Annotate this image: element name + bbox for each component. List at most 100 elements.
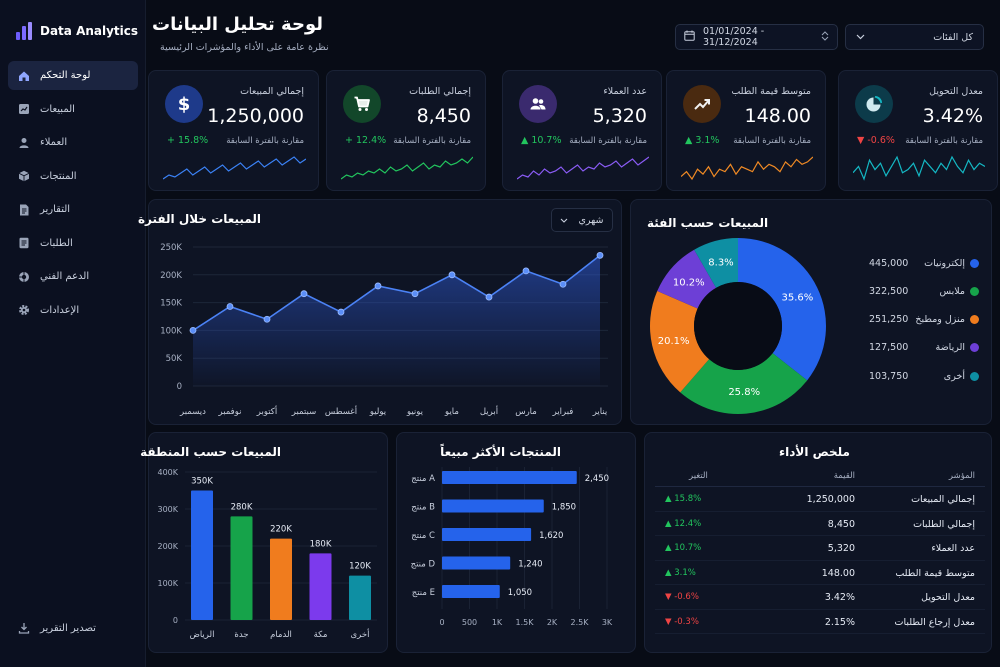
y-tick-label: 0 <box>173 616 178 625</box>
bar-value-label: 120K <box>349 562 371 572</box>
x-tick-label: جدة <box>234 630 248 640</box>
users-icon <box>519 85 557 123</box>
chevron-down-icon <box>856 32 865 43</box>
pie-slice[interactable] <box>680 353 808 414</box>
bar[interactable] <box>230 516 253 620</box>
x-tick-label: 2.5K <box>571 618 590 627</box>
pie-slice[interactable] <box>738 238 826 381</box>
data-point[interactable] <box>189 326 197 334</box>
legend-label: منزل ومطبخ <box>915 314 965 326</box>
bar-value-label: 1,620 <box>539 531 563 541</box>
category-filter-value: كل الفئات <box>933 31 973 43</box>
data-point[interactable] <box>337 308 345 316</box>
data-point[interactable] <box>411 290 419 298</box>
table-row[interactable]: معدل التحويل 3.42% ▼ -0.6% <box>655 585 985 610</box>
legend-value: 251,250 <box>869 314 909 326</box>
data-point[interactable] <box>448 271 456 279</box>
change-cell: ▲ 10.7% <box>665 543 702 553</box>
kpi-label: عدد العملاء <box>603 86 647 97</box>
bar[interactable] <box>442 528 532 541</box>
date-range-value: 01/01/2024 - 31/12/2024 <box>703 26 765 48</box>
bar-value-label: 280K <box>231 502 253 512</box>
kpi-value: 8,450 <box>416 105 471 127</box>
legend-item[interactable]: 127,500 الرياضة <box>869 340 979 356</box>
list-icon <box>18 237 30 249</box>
sidebar-item-support[interactable]: الدعم الفني <box>8 262 138 291</box>
region-bar-chart: 0 100K 200K 300K 400K 350K الرياض 280K جدة 220K ال… <box>157 468 377 640</box>
value-cell-text: 148.00 <box>821 567 855 579</box>
x-tick-label: ديسمبر <box>179 407 206 417</box>
data-point[interactable] <box>374 282 382 290</box>
legend-item[interactable]: 103,750 أخرى <box>869 368 979 384</box>
support-icon <box>18 271 30 283</box>
kpi-card-orders: إجمالي الطلبات 8,450 + 12.4% مقارنة بالف… <box>326 70 486 191</box>
table-row[interactable]: إجمالي المبيعات 1,250,000 ▲ 15.8% <box>655 487 985 512</box>
download-icon <box>18 622 30 634</box>
period-select[interactable]: شهري <box>551 208 613 232</box>
pie-slice[interactable] <box>694 238 738 288</box>
sidebar-item-reports[interactable]: التقارير <box>8 195 138 224</box>
sidebar-item-settings[interactable]: الإعدادات <box>8 296 138 325</box>
sidebar-item-dashboard[interactable]: لوحة التحكم <box>8 61 138 90</box>
bar[interactable] <box>442 499 544 513</box>
legend-value: 445,000 <box>869 257 909 269</box>
kpi-change: ▼ -0.6% <box>857 135 895 146</box>
sidebar-item-sales[interactable]: المبيعات <box>8 95 138 124</box>
pie-percent-label: 8.3% <box>708 258 733 269</box>
sparkline-path <box>341 156 473 180</box>
legend-item[interactable]: 322,500 ملابس <box>869 283 979 299</box>
data-point[interactable] <box>485 293 493 301</box>
y-tick-label: 50K <box>166 354 183 364</box>
sidebar-item-products[interactable]: المنتجات <box>8 162 138 191</box>
brand[interactable]: Data Analytics <box>16 22 138 40</box>
sidebar-item-label: الإعدادات <box>40 304 80 316</box>
data-point[interactable] <box>226 303 234 310</box>
change-cell: ▼ -0.6% <box>665 592 699 602</box>
kpi-compare: مقارنة بالفترة السابقة <box>733 136 811 146</box>
performance-summary-title: ملخص الأداء <box>779 445 850 459</box>
legend-value: 322,500 <box>869 285 909 297</box>
table-row[interactable]: إجمالي الطلبات 8,450 ▲ 12.4% <box>655 512 985 536</box>
legend-label: الرياضة <box>935 342 965 354</box>
data-point[interactable] <box>559 280 567 288</box>
value-cell-text: 1,250,000 <box>806 494 855 505</box>
change-cell: ▲ 3.1% <box>665 567 696 578</box>
export-report-button[interactable]: تصدير التقرير <box>18 622 96 634</box>
table-row[interactable]: معدل إرجاع الطلبات 2.15% ▼ -0.3% <box>655 610 985 634</box>
data-point[interactable] <box>596 251 604 259</box>
bar[interactable] <box>309 553 332 620</box>
data-point[interactable] <box>263 315 271 323</box>
header-value-text: القيمة <box>833 471 855 481</box>
category-filter-select[interactable]: كل الفئات <box>845 24 984 50</box>
x-tick-label: أغسطس <box>325 405 357 417</box>
legend-swatch <box>970 343 979 353</box>
bar-value-label: 2,450 <box>585 474 609 484</box>
table-row[interactable]: عدد العملاء 5,320 ▲ 10.7% <box>655 536 985 561</box>
top-products-title: المنتجات الأكثر مبيعاً <box>440 445 561 459</box>
legend-swatch <box>970 371 979 381</box>
data-point[interactable] <box>522 267 530 275</box>
pie-slice[interactable] <box>650 291 710 393</box>
bar[interactable] <box>191 490 213 621</box>
date-range-picker[interactable]: 01/01/2024 - 31/12/2024 <box>675 24 838 50</box>
y-tick-label: 400K <box>157 468 178 477</box>
sidebar-item-customers[interactable]: العملاء <box>8 128 138 157</box>
value-cell-text: 5,320 <box>827 543 855 554</box>
user-icon <box>18 137 30 149</box>
pie-slice[interactable] <box>657 249 717 309</box>
table-row[interactable]: متوسط قيمة الطلب 148.00 ▲ 3.1% <box>655 561 985 585</box>
bar[interactable] <box>442 556 511 570</box>
bar[interactable] <box>349 575 371 620</box>
line-series <box>192 254 601 332</box>
bar[interactable] <box>442 585 500 598</box>
legend-item[interactable]: 445,000 إلكترونيات <box>869 255 979 271</box>
bar[interactable] <box>270 538 292 620</box>
sidebar-item-orders[interactable]: الطلبات <box>8 229 138 258</box>
y-tick-label: 200K <box>157 542 178 551</box>
bar[interactable] <box>442 471 577 484</box>
legend-item[interactable]: 251,250 منزل ومطبخ <box>869 312 979 328</box>
performance-table-body: إجمالي المبيعات 1,250,000 ▲ 15.8% إجمالي … <box>655 487 985 634</box>
kpi-compare: مقارنة بالفترة السابقة <box>226 136 304 146</box>
x-tick-label: مايو <box>444 407 459 417</box>
data-point[interactable] <box>300 290 308 298</box>
